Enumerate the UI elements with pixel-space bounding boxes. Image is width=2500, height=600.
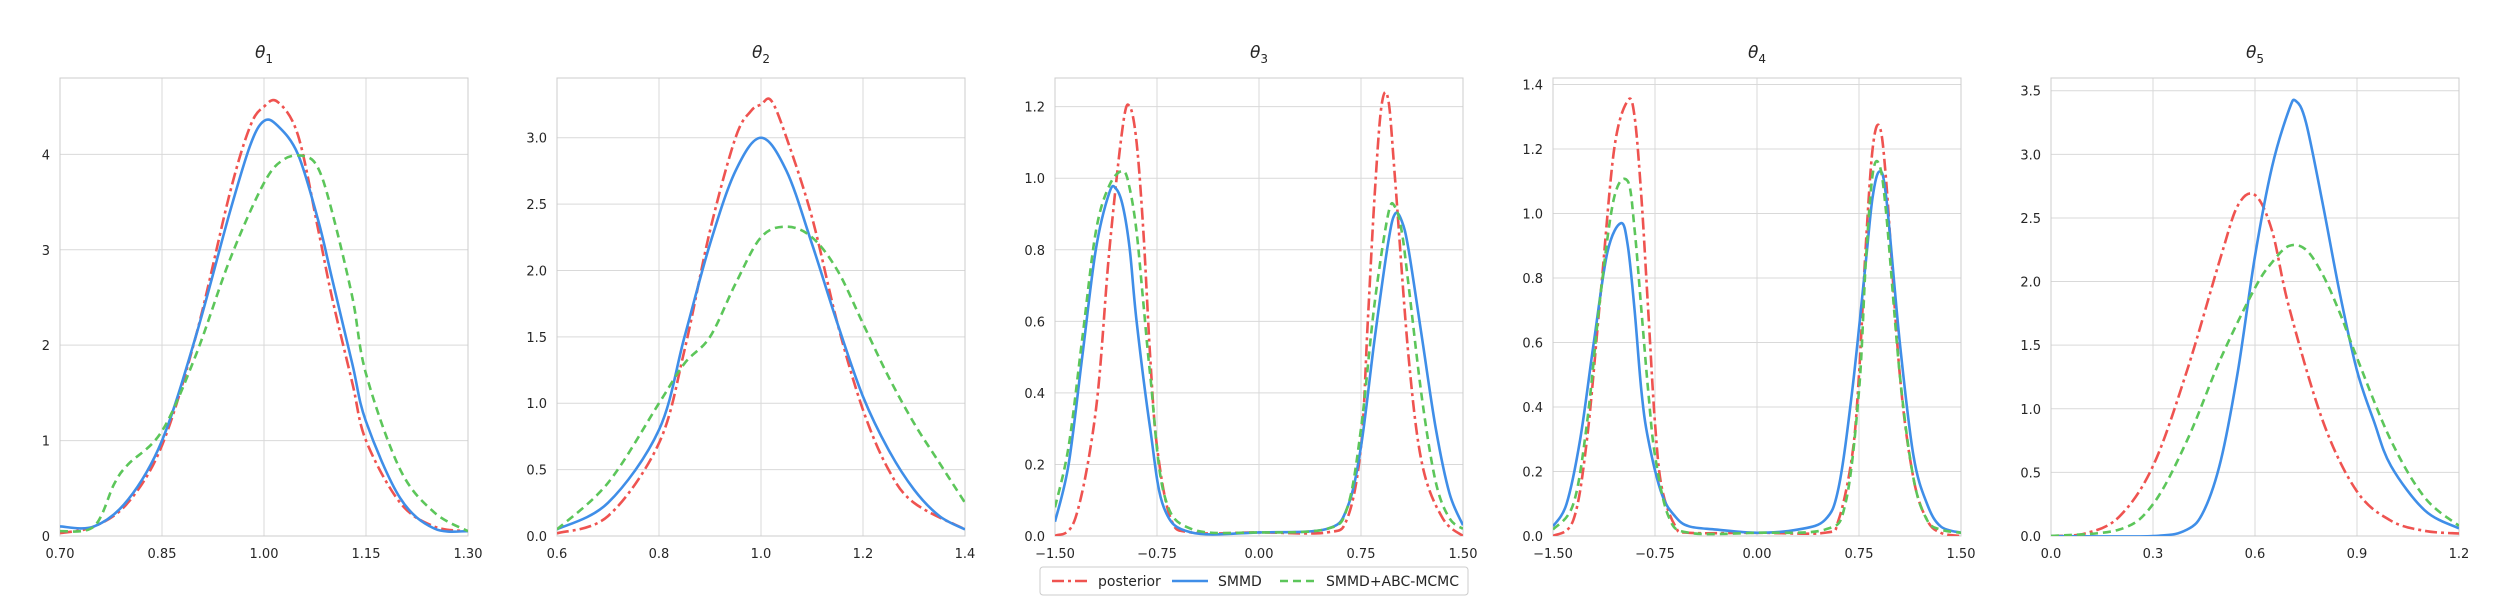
- y-tick-label: 2: [42, 339, 50, 354]
- x-tick-label: 0.6: [2245, 547, 2266, 562]
- series-line-smmd: [557, 136, 965, 531]
- y-tick-label: 4: [42, 148, 50, 163]
- plot-frame: [1054, 77, 1464, 537]
- y-tick-label: 0.2: [1024, 458, 1045, 473]
- legend-label-posterior: posterior: [1098, 574, 1161, 590]
- y-tick-label: 2.0: [526, 264, 547, 279]
- series-line-posterior: [2051, 192, 2459, 536]
- plot-frame: [2050, 77, 2460, 537]
- y-tick-label: 0.0: [1024, 530, 1045, 545]
- legend-label-smmd_abc_mcmc: SMMD+ABC-MCMC: [1326, 574, 1459, 590]
- plot-frame: [556, 77, 966, 537]
- x-tick-label: 1.15: [352, 547, 381, 562]
- x-tick-label: 0.3: [2143, 547, 2164, 562]
- y-tick-label: 1.5: [2020, 339, 2041, 354]
- y-tick-label: 0.6: [1522, 336, 1543, 351]
- x-tick-label: 1.50: [1449, 547, 1478, 562]
- x-tick-label: 0.70: [46, 547, 75, 562]
- series-line-smmd_abc_mcmc: [1553, 159, 1961, 536]
- y-tick-label: 0.2: [1522, 465, 1543, 480]
- series-line-smmd_abc_mcmc: [60, 153, 468, 533]
- y-tick-label: 2.5: [526, 198, 547, 213]
- series-line-smmd: [2051, 98, 2459, 536]
- y-tick-label: 0.4: [1522, 401, 1543, 416]
- panel-title: θ4: [1748, 43, 1766, 66]
- y-tick-label: 0.0: [2020, 530, 2041, 545]
- x-tick-label: 0.8: [649, 547, 670, 562]
- series-line-smmd: [60, 118, 468, 534]
- series-line-smmd: [1055, 184, 1463, 536]
- panel-title: θ3: [1250, 43, 1268, 66]
- x-tick-label: 0.75: [1845, 547, 1874, 562]
- y-tick-label: 1.5: [526, 331, 547, 346]
- panel-theta-4: −1.50 −0.75 0.00 0.75 1.50 0.0 0.2 0.4 0.6 0.8 1.0…: [1522, 43, 1975, 562]
- x-tick-label: 1.2: [2449, 547, 2470, 562]
- x-tick-label: −0.75: [1137, 547, 1177, 562]
- panel-theta-5: 0.0 0.3 0.6 0.9 1.2 0.0 0.5 1.0 1.5 2.0 2.5 3.0 3.5 θ…: [2020, 43, 2469, 562]
- series-line-smmd: [1553, 170, 1961, 535]
- y-tick-label: 0.6: [1024, 315, 1045, 330]
- y-tick-label: 0: [42, 530, 50, 545]
- series-line-posterior: [557, 97, 965, 535]
- y-tick-label: 1: [42, 435, 50, 450]
- x-tick-label: 1.0: [751, 547, 772, 562]
- plot-frame: [59, 77, 469, 537]
- legend-box: [1039, 566, 1469, 596]
- x-tick-label: 0.9: [2347, 547, 2368, 562]
- y-tick-label: 0.8: [1522, 272, 1543, 287]
- y-tick-label: 0.8: [1024, 244, 1045, 259]
- y-tick-label: 1.2: [1522, 143, 1543, 158]
- x-tick-label: −1.50: [1035, 547, 1075, 562]
- x-tick-label: 1.4: [955, 547, 976, 562]
- panel-theta-2: 0.6 0.8 1.0 1.2 1.4 0.0 0.5 1.0 1.5 2.0 2.5 3.0 θ2: [526, 43, 975, 562]
- y-tick-label: 1.0: [526, 397, 547, 412]
- y-tick-label: 0.5: [526, 464, 547, 479]
- x-tick-label: −0.75: [1635, 547, 1675, 562]
- y-tick-label: 0.0: [1522, 530, 1543, 545]
- y-tick-label: 2.5: [2020, 212, 2041, 227]
- plot-frame: [1552, 77, 1962, 537]
- y-tick-label: 1.4: [1522, 78, 1543, 93]
- x-tick-label: 0.00: [1743, 547, 1772, 562]
- x-tick-label: −1.50: [1533, 547, 1573, 562]
- x-tick-label: 0.75: [1347, 547, 1376, 562]
- x-tick-label: 0.0: [2041, 547, 2062, 562]
- y-tick-label: 3: [42, 244, 50, 259]
- legend-label-smmd: SMMD: [1218, 574, 1262, 590]
- series-line-smmd_abc_mcmc: [2051, 243, 2459, 536]
- legend: posterior SMMD SMMD+ABC-MCMC: [1039, 566, 1469, 596]
- y-tick-label: 3.0: [2020, 148, 2041, 163]
- series-line-posterior: [60, 98, 468, 535]
- panel-theta-1: 0.70 0.85 1.00 1.15 1.30 0 1 2 3 4 θ1: [42, 43, 483, 562]
- y-tick-label: 1.0: [2020, 403, 2041, 418]
- series-line-smmd_abc_mcmc: [557, 225, 965, 531]
- y-tick-label: 0.0: [526, 530, 547, 545]
- y-tick-label: 3.5: [2020, 85, 2041, 100]
- y-tick-label: 0.5: [2020, 466, 2041, 481]
- x-tick-label: 1.00: [250, 547, 279, 562]
- y-tick-label: 1.2: [1024, 101, 1045, 116]
- x-tick-label: 1.50: [1947, 547, 1976, 562]
- panel-title: θ5: [2246, 43, 2264, 66]
- x-tick-label: 0.6: [547, 547, 568, 562]
- x-tick-label: 1.2: [853, 547, 874, 562]
- y-tick-label: 0.4: [1024, 387, 1045, 402]
- y-tick-label: 1.0: [1024, 172, 1045, 187]
- x-tick-label: 0.85: [148, 547, 177, 562]
- x-tick-label: 1.30: [454, 547, 483, 562]
- x-tick-label: 0.00: [1245, 547, 1274, 562]
- panel-theta-3: −1.50 −0.75 0.00 0.75 1.50 0.0 0.2 0.4 0.6 0.8 1.0…: [1024, 43, 1477, 562]
- panel-title: θ2: [752, 43, 770, 66]
- panel-title: θ1: [255, 43, 273, 66]
- y-tick-label: 1.0: [1522, 207, 1543, 222]
- y-tick-label: 3.0: [526, 132, 547, 147]
- y-tick-label: 2.0: [2020, 276, 2041, 291]
